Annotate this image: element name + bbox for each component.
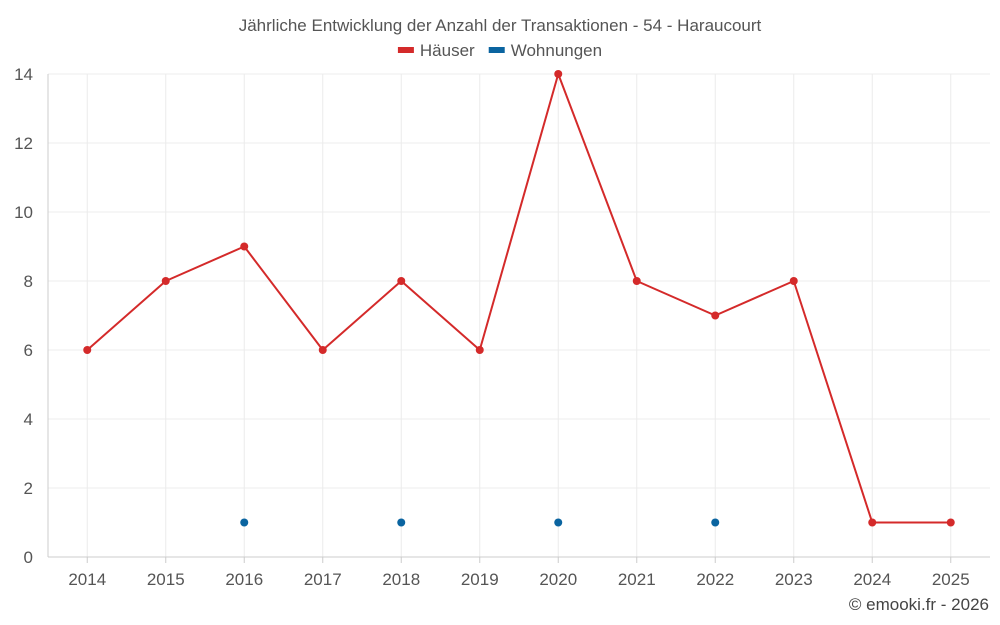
y-tick-label: 4 [24, 410, 33, 429]
x-tick-label: 2024 [853, 570, 891, 589]
y-tick-label: 0 [24, 548, 33, 567]
x-tick-label: 2022 [696, 570, 734, 589]
data-point[interactable] [946, 518, 955, 527]
y-tick-label: 6 [24, 341, 33, 360]
legend-swatch [488, 47, 505, 53]
grid [48, 73, 990, 557]
data-point[interactable] [632, 277, 641, 285]
x-tick-label: 2023 [775, 570, 813, 589]
x-tick-label: 2019 [461, 570, 499, 589]
x-tick-label: 2021 [618, 570, 656, 589]
series-haeuser [83, 70, 955, 527]
legend-label: Häuser [420, 41, 475, 60]
data-point[interactable] [83, 346, 92, 354]
data-point[interactable] [318, 346, 327, 354]
y-tick-label: 8 [24, 272, 33, 291]
data-point[interactable] [554, 518, 563, 527]
series-layer [83, 70, 955, 527]
data-point[interactable] [868, 518, 877, 527]
x-tick-label: 2025 [932, 570, 970, 589]
y-tick-label: 14 [14, 65, 33, 84]
data-point[interactable] [397, 518, 406, 527]
data-point[interactable] [397, 277, 406, 285]
data-point[interactable] [554, 70, 563, 78]
y-tick-label: 2 [24, 479, 33, 498]
legend: Häuser Wohnungen [397, 41, 602, 60]
x-tick-label: 2014 [68, 570, 106, 589]
y-tick-label: 12 [14, 134, 33, 153]
x-tick-label: 2020 [539, 570, 577, 589]
legend-swatch [397, 47, 414, 53]
data-point[interactable] [789, 277, 798, 285]
x-tick-label: 2015 [147, 570, 185, 589]
data-point[interactable] [711, 311, 720, 320]
x-tick-label: 2018 [382, 570, 420, 589]
series-wohnungen [240, 518, 720, 527]
data-point[interactable] [161, 277, 170, 285]
y-tick-label: 10 [14, 203, 33, 222]
data-point[interactable] [240, 242, 249, 251]
data-point[interactable] [711, 518, 720, 527]
axes: 0 2 4 6 8 10 12 14 2014 2015 2016 2017 2018 2019 2020 2… [14, 65, 990, 589]
legend-label: Wohnungen [511, 41, 602, 60]
data-point[interactable] [240, 518, 249, 527]
data-point[interactable] [475, 346, 484, 354]
x-tick-label: 2016 [225, 570, 263, 589]
x-tick-label: 2017 [304, 570, 342, 589]
series-line [86, 73, 951, 524]
credit-text: © emooki.fr - 2026 [849, 595, 989, 614]
chart-title: Jährliche Entwicklung der Anzahl der Tra… [239, 16, 762, 35]
